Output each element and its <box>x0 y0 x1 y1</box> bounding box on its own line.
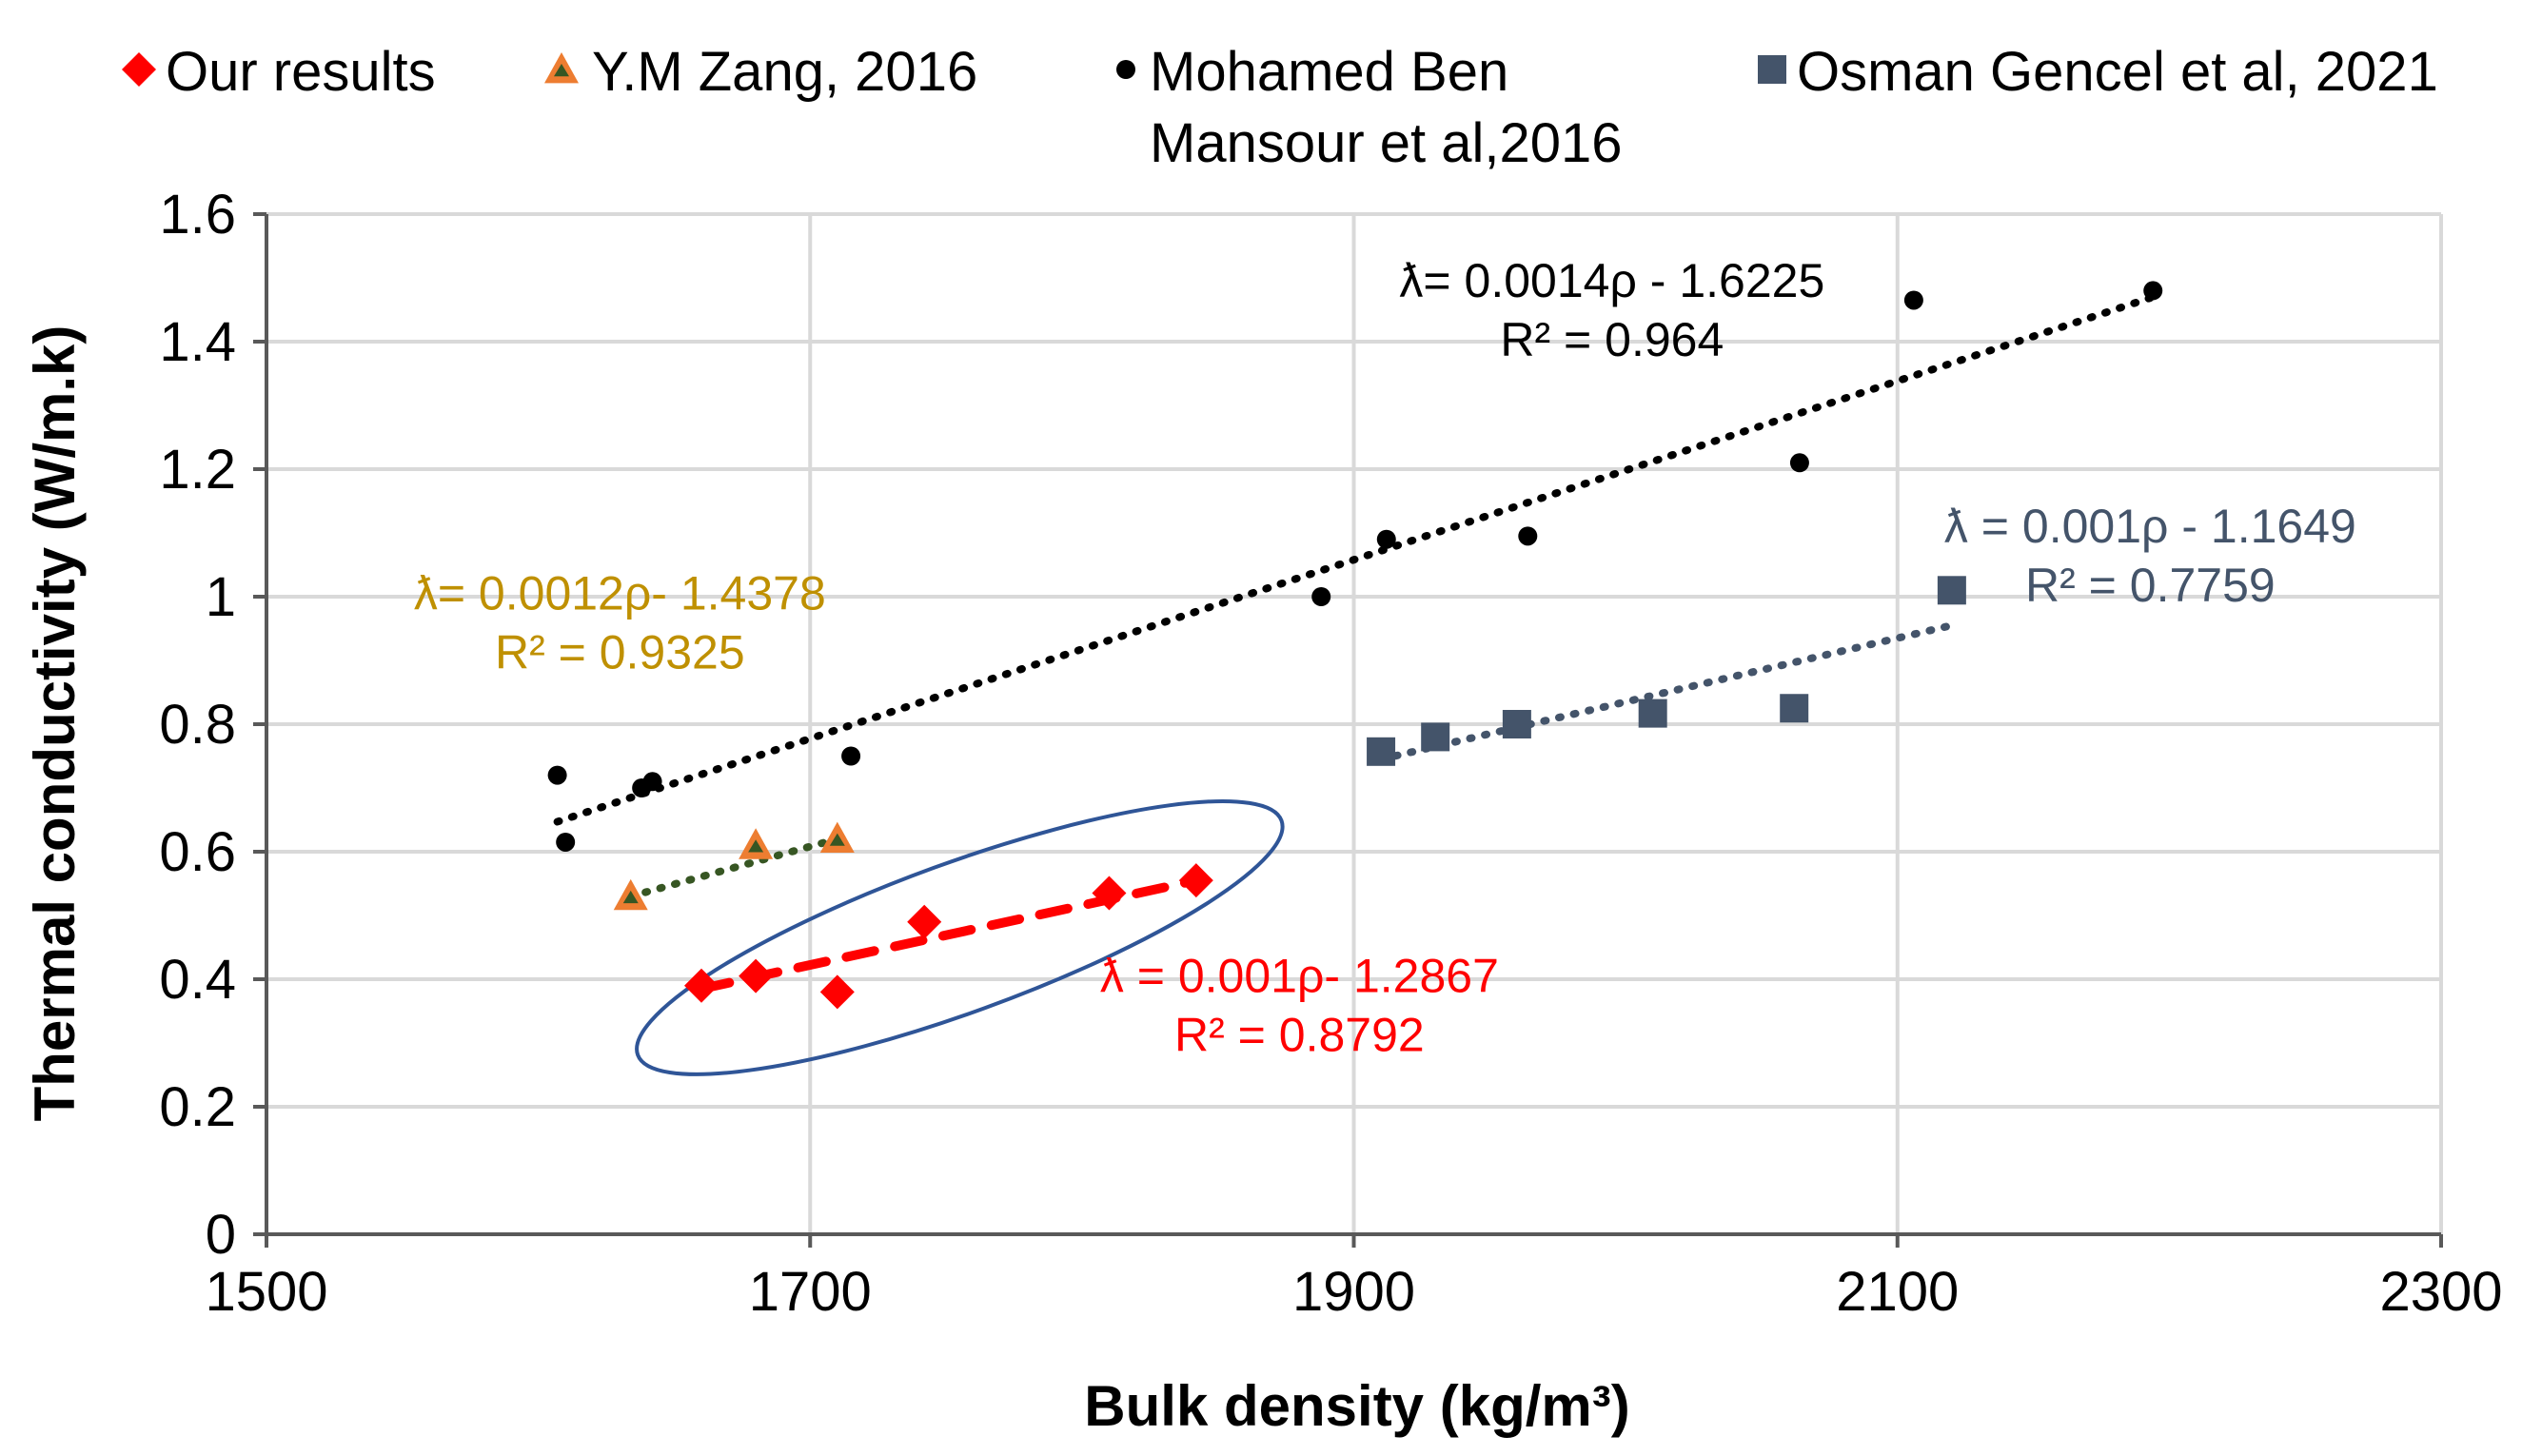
point-gencel <box>1367 737 1396 766</box>
x-tick-label: 1900 <box>1292 1261 1415 1323</box>
point-mansour <box>841 746 861 766</box>
point-mansour <box>547 765 567 785</box>
x-tick-label: 2100 <box>1836 1261 1959 1323</box>
triangle-inner <box>622 890 639 904</box>
y-axis-title: Thermal conductivity (W/m.k) <box>23 325 87 1122</box>
legend-marker-zang <box>544 52 579 84</box>
point-zang <box>613 878 648 911</box>
r2-zang: R² = 0.9325 <box>495 625 745 679</box>
y-tick-label: 1.2 <box>159 439 236 501</box>
x-tick-label: 1700 <box>749 1261 872 1323</box>
x-tick-label: 1500 <box>205 1261 327 1323</box>
point-ours <box>1178 863 1213 898</box>
equation-mansour: ƛ= 0.0014ρ - 1.6225 <box>1399 254 1824 307</box>
point-mansour <box>1903 290 1923 310</box>
point-mansour <box>556 832 576 852</box>
point-gencel <box>1502 710 1531 738</box>
point-ours <box>907 904 942 939</box>
point-mansour <box>1311 587 1331 606</box>
point-gencel <box>1421 722 1450 752</box>
data-markers <box>547 281 2163 1010</box>
point-gencel <box>1638 698 1667 728</box>
trend-equations: ƛ = 0.001ρ- 1.2867 R² = 0.8792 ƛ= 0.0012ρ-… <box>414 254 2356 1061</box>
point-mansour <box>1518 526 1538 546</box>
r2-mansour: R² = 0.964 <box>1500 313 1724 366</box>
point-ours <box>739 958 774 994</box>
y-tick-label: 0.8 <box>159 694 236 756</box>
r2-ours: R² = 0.8792 <box>1174 1008 1425 1061</box>
equation-ours: ƛ = 0.001ρ- 1.2867 <box>1100 949 1499 1002</box>
annotations <box>635 799 1285 1076</box>
legend-label-gencel: Osman Gencel et al, 2021 <box>1797 41 2438 103</box>
legend-marker-gencel <box>1758 55 1786 84</box>
legend: Our results Y.M Zang, 2016 Mohamed Ben Mans… <box>122 41 2438 174</box>
y-tick-label: 0 <box>206 1204 236 1266</box>
point-zang <box>739 828 774 859</box>
trendline-gencel <box>1377 622 1951 763</box>
trendline-zang <box>626 835 841 900</box>
legend-marker-mansour <box>1116 60 1135 79</box>
y-tick-label: 1.6 <box>159 184 236 246</box>
y-tick-label: 1 <box>206 566 236 628</box>
r2-gencel: R² = 0.7759 <box>2025 559 2276 612</box>
point-gencel <box>1937 576 1966 605</box>
point-ours <box>684 968 719 1003</box>
point-gencel <box>1780 694 1809 723</box>
y-tick-label: 0.2 <box>159 1076 236 1138</box>
point-zang <box>819 821 855 853</box>
gridlines <box>266 212 2443 1234</box>
x-tick-label: 2300 <box>2379 1261 2502 1323</box>
point-ours <box>819 974 855 1010</box>
triangle-inner <box>554 64 569 77</box>
point-mansour <box>1789 453 1809 473</box>
legend-label-ours: Our results <box>166 41 436 103</box>
legend-marker-ours <box>122 52 156 87</box>
legend-label-mansour: Mohamed Ben <box>1150 41 1508 103</box>
y-tick-label: 0.6 <box>159 821 236 883</box>
equation-gencel: ƛ = 0.001ρ - 1.1649 <box>1944 500 2356 553</box>
point-mansour <box>2143 281 2163 301</box>
triangle-inner <box>748 839 764 853</box>
y-tick-label: 0.4 <box>159 949 236 1011</box>
equation-zang: ƛ= 0.0012ρ- 1.4378 <box>414 566 826 620</box>
point-ours <box>1092 876 1127 911</box>
tick-labels: 0 0.2 0.4 0.6 0.8 1 1.2 1.4 1.6 1500 1700 1900 2100 2… <box>159 184 2502 1323</box>
point-mansour <box>642 772 662 792</box>
y-tick-label: 1.4 <box>159 311 236 373</box>
axes <box>253 212 2443 1248</box>
legend-label-zang: Y.M Zang, 2016 <box>592 41 977 103</box>
highlight-ellipse <box>635 799 1285 1076</box>
x-axis-title: Bulk density (kg/m³) <box>1084 1374 1629 1438</box>
point-mansour <box>1376 529 1396 549</box>
trendline-mansour <box>553 293 2158 826</box>
triangle-inner <box>829 833 845 846</box>
legend-label-mansour-line2: Mansour et al,2016 <box>1150 112 1623 174</box>
